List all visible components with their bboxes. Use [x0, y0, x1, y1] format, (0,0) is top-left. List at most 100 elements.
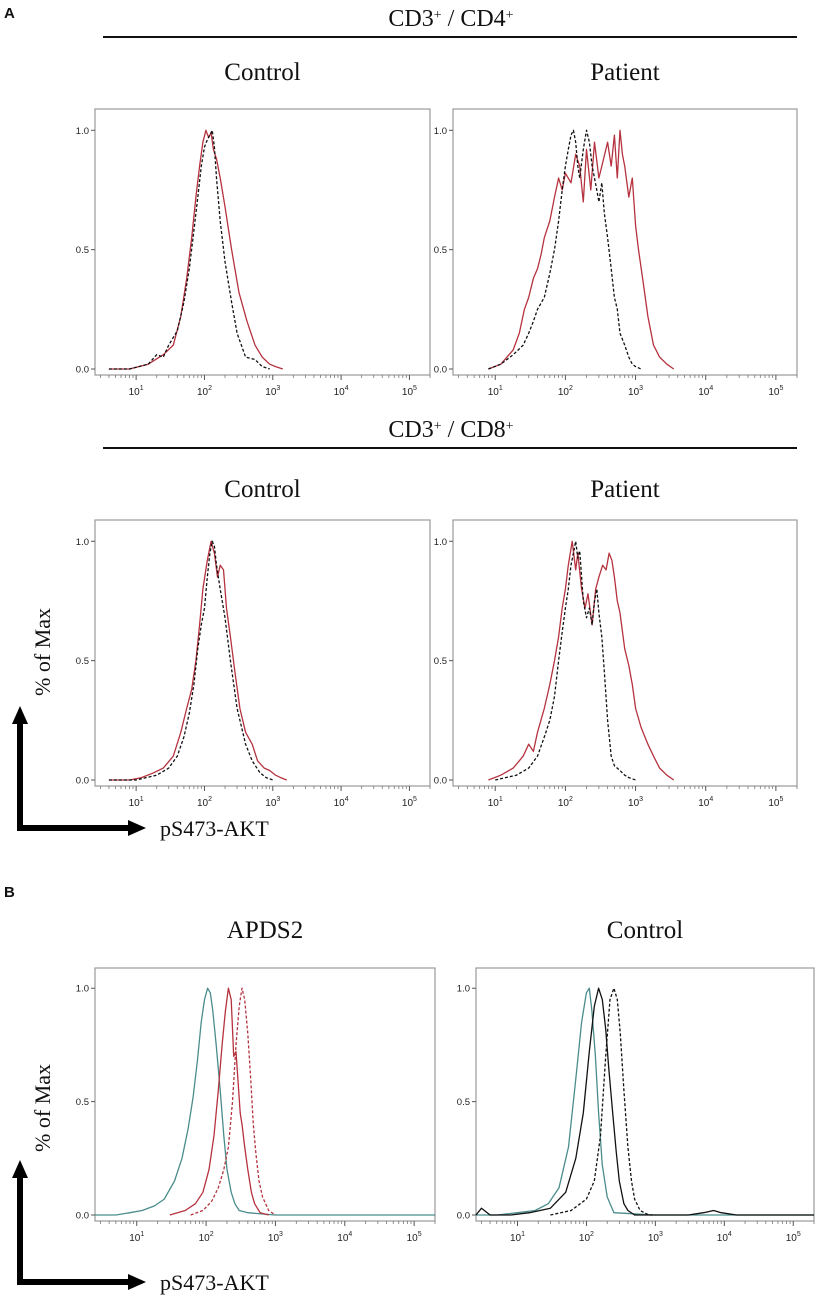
- x-tick-base: 10: [197, 387, 209, 398]
- x-tick-exp: 2: [569, 385, 573, 392]
- x-tick-exp: 5: [413, 385, 417, 392]
- y-tick-label: 0.0: [434, 365, 447, 376]
- y-tick-label: 1.0: [434, 537, 447, 548]
- x-tick-exp: 4: [345, 385, 349, 392]
- group-header-cd8-sep: / CD8: [442, 417, 506, 443]
- plot-frame: [475, 967, 815, 1222]
- series-line-black: [475, 987, 814, 1216]
- x-tick-base: 10: [199, 1233, 211, 1244]
- group-header-cd4-sep: / CD4: [442, 6, 506, 32]
- chart-title: APDS2: [227, 917, 303, 944]
- x-tick-base: 10: [129, 798, 141, 809]
- x-tick-exp: 4: [728, 1231, 732, 1238]
- x-tick-base: 10: [268, 1233, 280, 1244]
- x-tick-exp: 5: [779, 796, 783, 803]
- chart-title: Control: [607, 917, 683, 944]
- chart-title: Control: [224, 476, 300, 503]
- y-tick-label: 0.5: [76, 245, 89, 256]
- x-tick-exp: 5: [797, 1231, 801, 1238]
- y-tick-label: 1.0: [457, 984, 470, 995]
- y-tick-label: 0.5: [76, 656, 89, 667]
- y-axis-label-a: % of Max: [30, 608, 55, 696]
- x-tick-exp: 2: [590, 1231, 594, 1238]
- x-tick-label: 105: [786, 1231, 801, 1244]
- x-tick-exp: 5: [413, 796, 417, 803]
- x-tick-base: 10: [698, 798, 710, 809]
- series-line-red: [108, 540, 287, 781]
- x-tick-label: 101: [129, 796, 144, 809]
- series-line-red: [108, 129, 284, 370]
- x-tick-base: 10: [197, 798, 209, 809]
- panel-a-label: A: [4, 5, 15, 22]
- axis-arrows-a: % of Max pS473-AKT: [12, 608, 269, 841]
- x-tick-base: 10: [768, 387, 780, 398]
- x-tick-exp: 1: [140, 1231, 144, 1238]
- x-tick-exp: 2: [208, 385, 212, 392]
- x-tick-label: 101: [129, 385, 144, 398]
- x-tick-exp: 5: [418, 1231, 422, 1238]
- series-line-control: [108, 540, 274, 781]
- x-tick-exp: 1: [140, 796, 144, 803]
- y-tick-label: 1.0: [434, 126, 447, 137]
- x-tick-base: 10: [579, 1233, 591, 1244]
- y-tick-label: 1.0: [76, 126, 89, 137]
- x-tick-exp: 2: [569, 796, 573, 803]
- x-tick-base: 10: [402, 387, 414, 398]
- plot-frame: [452, 519, 798, 787]
- x-tick-exp: 1: [499, 796, 503, 803]
- x-tick-base: 10: [129, 1233, 141, 1244]
- panel-b-label: B: [4, 884, 15, 901]
- x-tick-base: 10: [717, 1233, 729, 1244]
- y-tick-label: 0.0: [76, 776, 89, 787]
- x-axis-label-a: pS473-AKT: [160, 816, 269, 841]
- plot-frame: [94, 519, 431, 787]
- x-tick-label: 103: [628, 385, 643, 398]
- group-header-cd8-sup2: +: [506, 419, 514, 434]
- x-tick-label: 103: [265, 796, 280, 809]
- x-tick-base: 10: [648, 1233, 660, 1244]
- x-tick-base: 10: [265, 387, 277, 398]
- axis-arrows-b: % of Max pS473-AKT: [12, 1064, 269, 1295]
- x-tick-exp: 4: [709, 385, 713, 392]
- x-tick-base: 10: [129, 387, 141, 398]
- x-tick-label: 102: [558, 796, 573, 809]
- x-tick-exp: 1: [499, 385, 503, 392]
- series-line-red: [169, 987, 269, 1216]
- y-axis-label-b: % of Max: [30, 1064, 55, 1152]
- x-tick-base: 10: [265, 798, 277, 809]
- x-tick-label: 101: [488, 385, 503, 398]
- x-tick-exp: 3: [659, 1231, 663, 1238]
- x-tick-label: 105: [402, 796, 417, 809]
- plot-frame: [452, 108, 798, 376]
- x-tick-label: 101: [129, 1231, 144, 1244]
- series-line-teal: [95, 987, 435, 1216]
- y-tick-label: 1.0: [76, 984, 89, 995]
- series-line-control: [488, 129, 642, 370]
- x-tick-label: 102: [579, 1231, 594, 1244]
- x-tick-exp: 1: [521, 1231, 525, 1238]
- x-arrow-head: [128, 1274, 146, 1290]
- x-tick-exp: 2: [210, 1231, 214, 1238]
- x-tick-label: 103: [268, 1231, 283, 1244]
- x-tick-exp: 2: [208, 796, 212, 803]
- x-tick-base: 10: [558, 387, 570, 398]
- y-arrow-head: [12, 1160, 28, 1178]
- plot-frame: [94, 967, 436, 1222]
- x-tick-label: 105: [407, 1231, 422, 1244]
- group-header-cd8: CD3+ / CD8+: [388, 417, 513, 443]
- y-tick-label: 0.5: [434, 656, 447, 667]
- x-tick-base: 10: [510, 1233, 522, 1244]
- group-header-cd8-main: CD3: [388, 417, 433, 443]
- chart-title: Control: [224, 59, 300, 86]
- series-line-teal: [476, 987, 814, 1216]
- chart-title: Patient: [590, 59, 659, 86]
- x-tick-exp: 4: [709, 796, 713, 803]
- x-tick-base: 10: [628, 798, 640, 809]
- x-tick-exp: 4: [348, 1231, 352, 1238]
- x-tick-base: 10: [768, 798, 780, 809]
